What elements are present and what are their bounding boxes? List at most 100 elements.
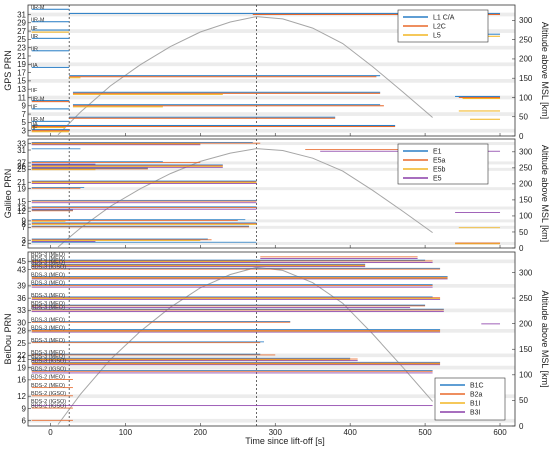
y-tick-label: 15 <box>17 77 26 86</box>
track-bar-b3i <box>31 364 441 366</box>
alt-tick-label: 200 <box>519 180 533 189</box>
track-bar-e5a <box>31 168 148 170</box>
track-bar-b3i <box>31 307 411 308</box>
track-bar-l5 <box>72 93 223 95</box>
track-bar-l5 <box>31 131 70 133</box>
altitude-axis-title: Altitude above MSL [km] <box>540 290 550 387</box>
track-bar-b3i <box>31 405 433 407</box>
track-bar-l1-c-a <box>31 129 70 131</box>
track-bar-l1-c-a <box>69 12 501 14</box>
y-tick-label: 9 <box>22 217 27 226</box>
y-tick-label: 19 <box>17 363 26 372</box>
track-bar-l2c <box>31 101 70 103</box>
y-tick-label: 39 <box>17 282 26 291</box>
row-band <box>28 62 515 67</box>
altitude-axis-title: Altitude above MSL [km] <box>540 22 550 119</box>
track-bar-e5a <box>31 181 257 183</box>
alt-tick-label: 150 <box>519 345 533 354</box>
track-bar-b1c <box>31 267 441 269</box>
alt-tick-label: 250 <box>519 35 533 44</box>
sv-block-label: BDS-2 (IGSO) <box>31 399 66 405</box>
track-bar-b2a <box>31 354 276 356</box>
y-tick-label: 13 <box>17 204 26 213</box>
track-bar-b3i <box>31 266 366 268</box>
track-bar-l2c <box>458 96 501 98</box>
y-tick-label: 31 <box>17 10 26 19</box>
sv-block-label: BDS-3 (MEO) <box>31 317 65 323</box>
track-bar-e5b <box>31 224 257 225</box>
alt-tick-label: 100 <box>519 93 533 102</box>
x-tick-label: 200 <box>194 428 208 437</box>
track-bar-e5a <box>31 165 223 167</box>
row-band <box>28 128 515 133</box>
alt-tick-label: 0 <box>519 422 524 431</box>
y-tick-label: 12 <box>17 207 26 216</box>
row-band <box>28 365 515 370</box>
legend-label: L2C <box>433 24 446 31</box>
track-bar-e1 <box>31 167 148 169</box>
track-bar-e1 <box>31 225 250 227</box>
sv-block-label: IIF <box>31 26 38 32</box>
y-tick-label: 7 <box>22 223 27 232</box>
sv-block-label: BDS-2 (MEO) <box>31 375 65 381</box>
track-bar-b1c <box>31 357 351 359</box>
alt-tick-label: 0 <box>519 132 524 141</box>
track-bar-e5a <box>31 207 257 208</box>
sv-block-label: IIF <box>31 88 38 94</box>
track-bar-e5b <box>31 143 201 145</box>
y-tick-label: 31 <box>17 146 26 155</box>
sv-block-label: IIR <box>31 47 38 53</box>
track-bar-b2a <box>31 379 73 380</box>
legend-label: B1C <box>470 383 484 390</box>
sv-block-label: IIA <box>31 63 38 69</box>
track-bar-b2a <box>31 395 73 397</box>
sv-block-label: IIA <box>31 121 38 127</box>
y-tick-label: 30 <box>17 318 26 327</box>
alt-tick-label: 150 <box>519 196 533 205</box>
y-tick-label: 33 <box>17 306 26 315</box>
track-bar-e1 <box>31 222 257 224</box>
track-bar-l1-c-a <box>31 100 70 102</box>
track-bar-e5 <box>31 144 201 146</box>
legend-box <box>397 9 489 43</box>
track-bar-b1c <box>31 259 426 261</box>
legend-gps: L1 C/A L2C L5 <box>397 9 489 43</box>
track-bar-e5b <box>31 240 201 242</box>
row-band <box>28 206 515 210</box>
row-band <box>28 79 515 83</box>
row-band <box>28 167 515 171</box>
y-tick-label: 25 <box>17 339 26 348</box>
track-bar-b2a <box>31 305 426 307</box>
track-bar-e5 <box>31 241 96 242</box>
track-bar-l2c <box>31 126 396 128</box>
x-tick-label: 400 <box>343 428 357 437</box>
track-bar-l5 <box>462 97 501 100</box>
x-axis-title: Time since lift-off [s] <box>245 436 325 446</box>
alt-tick-label: 300 <box>519 16 533 25</box>
sv-block-label: BDS-3 (MEO) <box>31 305 65 311</box>
track-bar-b1c <box>31 276 448 277</box>
legend-label: E5a <box>433 158 446 165</box>
alt-tick-label: 300 <box>519 148 533 157</box>
sv-block-label: IIR-M <box>31 18 45 24</box>
track-bar-b2a <box>31 370 433 372</box>
sv-block-label: BDS-2 (MEO) <box>31 383 65 389</box>
track-bar-b3i <box>31 286 433 288</box>
row-band <box>28 219 515 223</box>
y-tick-label: 15 <box>17 197 26 206</box>
track-bar-b1c <box>31 263 366 265</box>
track-bar-e5b <box>455 243 501 245</box>
track-bar-b1c <box>31 353 261 355</box>
legend-label: E5 <box>433 176 442 183</box>
track-bar-b2a <box>31 419 73 421</box>
alt-tick-label: 200 <box>519 55 533 64</box>
track-bar-e5a <box>455 242 501 244</box>
alt-tick-label: 50 <box>519 113 528 122</box>
track-bar-e1 <box>31 209 73 211</box>
track-bar-e5 <box>31 163 96 165</box>
track-bar-b1c <box>31 361 441 363</box>
track-bar-l1-c-a <box>31 50 70 52</box>
row-band <box>28 187 515 191</box>
